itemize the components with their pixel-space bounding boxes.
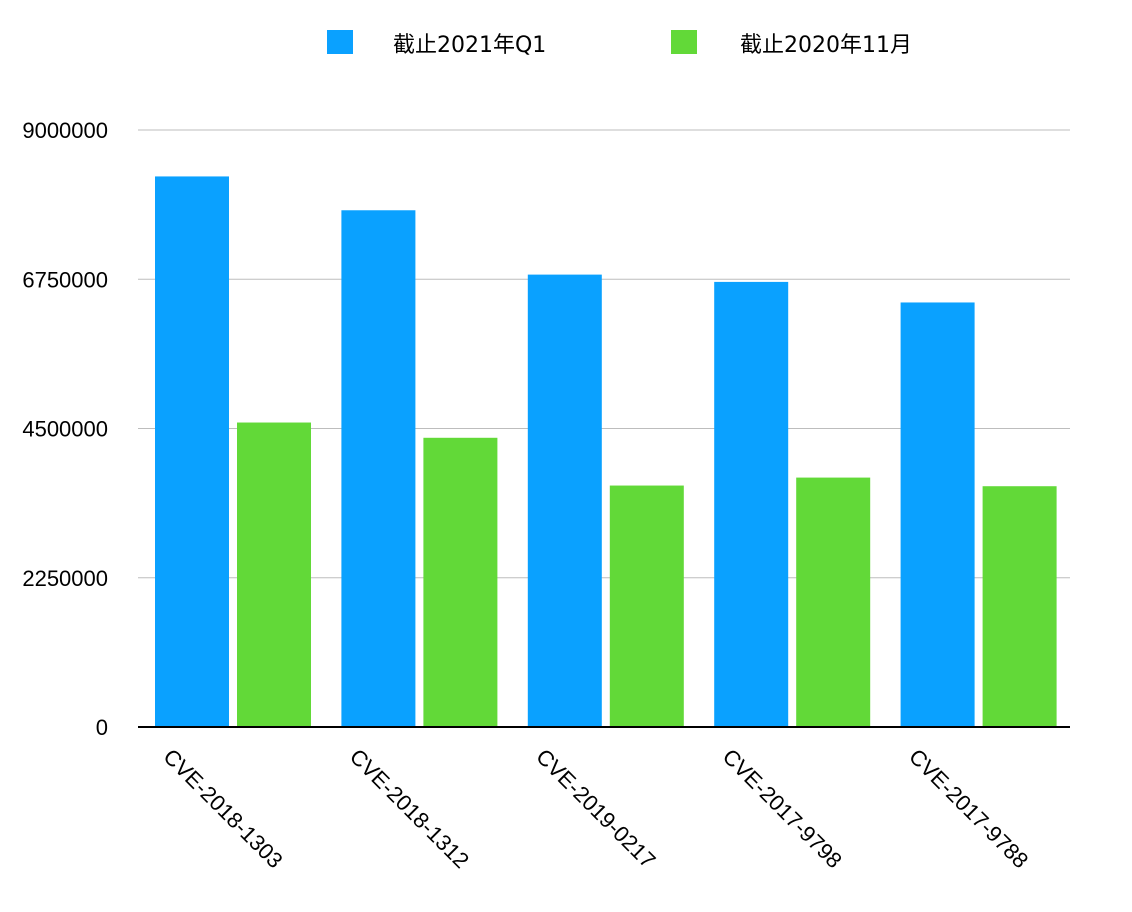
bar-series-2-cve-2019-0217 <box>609 485 684 727</box>
y-axis-tick-labels: 0 2250000 4500000 6750000 9000000 <box>22 118 108 740</box>
bars <box>155 176 1057 728</box>
legend-swatch-series-2 <box>671 30 697 54</box>
y-tick-label: 0 <box>96 715 108 740</box>
legend: 截止2021年Q1 截止2020年11月 <box>327 30 912 58</box>
bar-series-1-cve-2018-1303 <box>155 176 229 727</box>
bar-series-1-cve-2019-0217 <box>527 274 602 727</box>
y-tick-label: 6750000 <box>22 267 108 292</box>
x-category-label: CVE-2019-0217 <box>531 744 660 873</box>
legend-label-series-1: 截止2021年Q1 <box>393 33 546 58</box>
y-tick-label: 9000000 <box>22 118 108 143</box>
bar-series-1-cve-2018-1312 <box>341 210 416 728</box>
bar-series-2-cve-2018-1303 <box>237 422 311 727</box>
x-axis-category-labels: CVE-2018-1303 CVE-2018-1312 CVE-2019-0217 C… <box>158 744 1033 873</box>
x-category-label: CVE-2018-1303 <box>158 744 287 873</box>
bar-series-2-cve-2017-9788 <box>982 486 1057 727</box>
x-category-label: CVE-2018-1312 <box>345 744 474 873</box>
bar-series-1-cve-2017-9788 <box>900 302 975 727</box>
y-tick-label: 4500000 <box>22 417 108 442</box>
y-tick-label: 2250000 <box>22 566 108 591</box>
bar-series-1-cve-2017-9798 <box>714 281 789 727</box>
bar-series-2-cve-2018-1312 <box>423 437 498 727</box>
bar-series-2-cve-2017-9798 <box>796 477 871 727</box>
legend-swatch-series-1 <box>327 30 353 54</box>
legend-label-series-2: 截止2020年11月 <box>740 33 912 58</box>
x-category-label: CVE-2017-9788 <box>904 744 1033 873</box>
x-category-label: CVE-2017-9798 <box>718 744 847 873</box>
